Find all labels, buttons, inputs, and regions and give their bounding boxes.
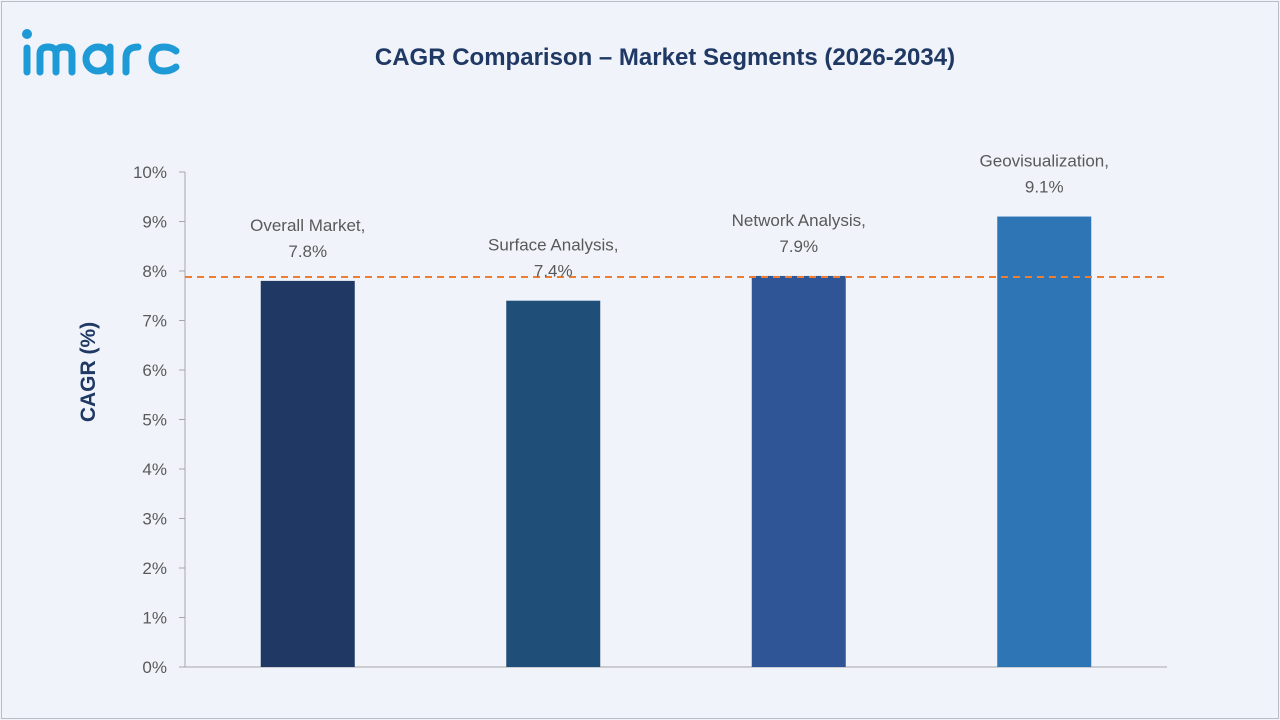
y-tick-label: 2% — [142, 559, 167, 578]
y-tick-label: 8% — [142, 262, 167, 281]
bar — [997, 216, 1092, 668]
bar — [751, 275, 846, 667]
y-tick-label: 1% — [142, 609, 167, 628]
bar-data-label: Overall Market, 7.8% — [250, 216, 365, 261]
y-tick-label: 10% — [133, 163, 167, 182]
y-tick-label: 7% — [142, 312, 167, 331]
imarc-logo — [22, 29, 180, 76]
y-tick-label: 3% — [142, 510, 167, 529]
bar-data-label: Network Analysis, 7.9% — [732, 211, 866, 256]
bar — [506, 300, 601, 667]
y-tick-label: 9% — [142, 213, 167, 232]
y-tick-label: 0% — [142, 658, 167, 677]
bar-data-label: Geovisualization, 9.1% — [980, 152, 1109, 197]
chart-title: CAGR Comparison – Market Segments (2026-… — [374, 44, 956, 71]
bar — [260, 280, 355, 667]
y-tick-label: 4% — [142, 460, 167, 479]
y-tick-label: 5% — [142, 411, 167, 430]
y-tick-label: 6% — [142, 361, 167, 380]
bar-data-label: Surface Analysis, 7.4% — [488, 236, 618, 281]
